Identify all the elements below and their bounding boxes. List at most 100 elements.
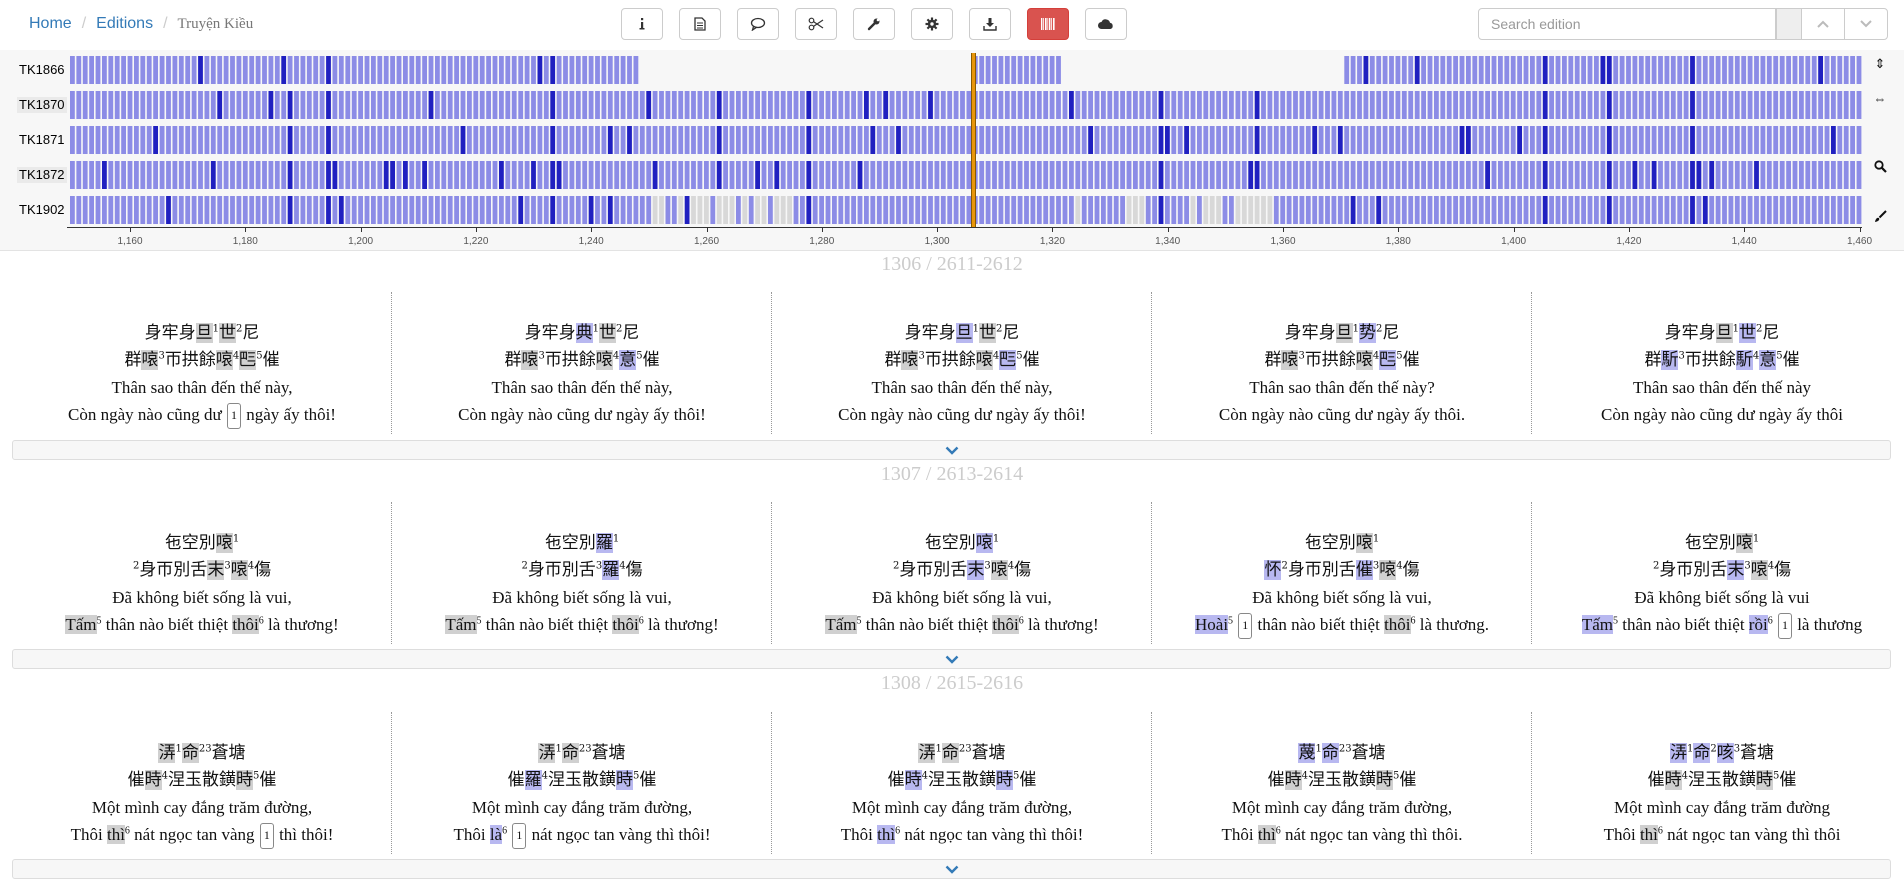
variant-token-gray[interactable]: Tấm — [65, 615, 96, 634]
edition-track-tk1870[interactable] — [70, 91, 1863, 119]
expand-verse-1307-button[interactable] — [12, 649, 1891, 669]
variant-token-gray[interactable]: 㳥 — [538, 743, 555, 763]
variant-token-blue[interactable]: 㗒 — [976, 533, 993, 553]
variant-token-blue[interactable]: 势 — [1359, 323, 1376, 343]
variant-token-gray[interactable]: 旦 — [1336, 323, 1353, 343]
variant-token-blue[interactable]: là — [490, 825, 502, 844]
variant-token-blue[interactable]: 羅 — [596, 533, 613, 553]
variant-token-blue[interactable]: 旦 — [956, 323, 973, 343]
variant-token-blue[interactable]: 𠀧 — [1379, 350, 1396, 370]
variant-token-gray[interactable]: 㗒 — [1356, 533, 1373, 553]
variant-token-blue[interactable]: 命 — [1322, 743, 1339, 763]
variant-token-gray[interactable]: 時 — [1285, 770, 1302, 790]
current-position-cursor[interactable] — [971, 53, 976, 227]
expand-horizontal-icon[interactable]: ⇔ — [1872, 90, 1888, 106]
previous-match-button[interactable] — [1801, 8, 1845, 40]
variant-token-blue[interactable]: 世 — [1739, 323, 1756, 343]
variant-token-gray[interactable]: thôi — [992, 615, 1018, 634]
next-match-button[interactable] — [1844, 8, 1888, 40]
variant-token-blue[interactable]: 時 — [616, 770, 633, 790]
variant-token-blue[interactable]: 時 — [996, 770, 1013, 790]
variant-token-gray[interactable]: 㗒 — [216, 350, 233, 370]
expand-verse-1308-button[interactable] — [12, 859, 1891, 879]
wrench-button[interactable] — [853, 8, 895, 40]
variant-token-gray[interactable]: 世 — [219, 323, 236, 343]
variant-count-badge[interactable]: 1 — [512, 823, 526, 849]
edition-track-tk1866[interactable] — [70, 56, 1863, 84]
variant-token-gray[interactable]: 旦 — [196, 323, 213, 343]
variant-token-gray[interactable]: 㳥 — [918, 743, 935, 763]
variant-token-blue[interactable]: 怀 — [1264, 560, 1281, 580]
edition-alignment-overview[interactable]: TK1866 TK1870 TK1871 TK1872 TK1902 1,160… — [0, 50, 1904, 251]
variant-token-gray[interactable]: 時 — [1376, 770, 1393, 790]
variant-token-blue[interactable]: 末 — [967, 560, 984, 580]
variant-token-blue[interactable]: 末 — [1727, 560, 1744, 580]
variant-token-blue[interactable]: 羅 — [525, 770, 542, 790]
edition-track-tk1872[interactable] — [70, 161, 1863, 189]
variant-token-gray[interactable]: 㗒 — [216, 533, 233, 553]
breadcrumb-editions-link[interactable]: Editions — [96, 15, 153, 33]
brush-icon[interactable] — [1872, 208, 1888, 224]
variant-token-blue[interactable]: 羅 — [602, 560, 619, 580]
variant-token-gray[interactable]: thôi — [612, 615, 638, 634]
edition-track-tk1902[interactable] — [70, 196, 1863, 224]
variant-token-gray[interactable]: 㗒 — [976, 350, 993, 370]
cloud-button[interactable] — [1085, 8, 1127, 40]
scissors-button[interactable] — [795, 8, 837, 40]
variant-token-blue[interactable]: 意 — [619, 350, 636, 370]
variant-token-blue[interactable]: 馸 — [1736, 350, 1753, 370]
expand-verse-1306-button[interactable] — [12, 440, 1891, 460]
variant-token-gray[interactable]: 時 — [1665, 770, 1682, 790]
variant-token-gray[interactable]: 㗒 — [1736, 533, 1753, 553]
variant-token-gray[interactable]: 命 — [942, 743, 959, 763]
variant-token-blue[interactable]: Hoài — [1195, 615, 1228, 634]
variant-token-blue[interactable]: 馸 — [1661, 350, 1678, 370]
variant-token-gray[interactable]: 世 — [979, 323, 996, 343]
download-button[interactable] — [969, 8, 1011, 40]
variant-token-blue[interactable]: 催 — [1356, 560, 1373, 580]
variant-token-gray[interactable]: 命 — [182, 743, 199, 763]
document-button[interactable] — [679, 8, 721, 40]
variant-token-gray[interactable]: thôi — [232, 615, 258, 634]
variant-token-gray[interactable]: Tấm — [445, 615, 476, 634]
variant-token-gray[interactable]: 㗒 — [901, 350, 918, 370]
variant-token-gray[interactable]: 𠀧 — [239, 350, 256, 370]
variant-token-gray[interactable]: 㗒 — [1751, 560, 1768, 580]
variant-token-gray[interactable]: Tấm — [825, 615, 856, 634]
variant-count-badge[interactable]: 1 — [260, 823, 274, 849]
variant-token-gray[interactable]: 時 — [1756, 770, 1773, 790]
info-button[interactable] — [621, 8, 663, 40]
variant-token-blue[interactable]: Tấm — [1582, 615, 1613, 634]
edition-track-tk1871[interactable] — [70, 126, 1863, 154]
variant-token-blue[interactable]: 意 — [1759, 350, 1776, 370]
variant-token-gray[interactable]: 㗒 — [521, 350, 538, 370]
variant-token-blue[interactable]: 蔑 — [1298, 743, 1315, 763]
variant-count-badge[interactable]: 1 — [1238, 613, 1252, 639]
settings-button[interactable] — [911, 8, 953, 40]
variant-token-blue[interactable]: rồi — [1749, 615, 1768, 634]
variant-token-gray[interactable]: 㗒 — [1281, 350, 1298, 370]
variant-token-blue[interactable]: 典 — [576, 323, 593, 343]
variant-token-gray[interactable]: 旦 — [1716, 323, 1733, 343]
variant-token-gray[interactable]: thì — [107, 825, 125, 844]
variant-token-gray[interactable]: 㗒 — [1379, 560, 1396, 580]
variant-token-blue[interactable]: 命 — [1693, 743, 1710, 763]
variant-token-gray[interactable]: 㗒 — [596, 350, 613, 370]
comment-button[interactable] — [737, 8, 779, 40]
variant-token-gray[interactable]: thôi — [1384, 615, 1410, 634]
variant-token-gray[interactable]: 㗒 — [231, 560, 248, 580]
zoom-icon[interactable] — [1872, 158, 1888, 174]
variant-token-gray[interactable]: 㗒 — [1356, 350, 1373, 370]
variant-token-gray[interactable]: 㳥 — [158, 743, 175, 763]
variant-token-blue[interactable]: 時 — [905, 770, 922, 790]
search-clear-button[interactable] — [1776, 8, 1802, 40]
variant-token-blue[interactable]: thì — [877, 825, 895, 844]
variant-token-gray[interactable]: thì — [1258, 825, 1276, 844]
sort-icon[interactable]: ⇕ — [1872, 56, 1888, 72]
variant-token-blue[interactable]: 㳥 — [1670, 743, 1687, 763]
variant-count-badge[interactable]: 1 — [227, 403, 241, 429]
search-edition-input[interactable] — [1478, 8, 1776, 40]
variant-token-gray[interactable]: 世 — [599, 323, 616, 343]
variant-token-gray[interactable]: 㗒 — [141, 350, 158, 370]
variant-count-badge[interactable]: 1 — [1778, 613, 1792, 639]
